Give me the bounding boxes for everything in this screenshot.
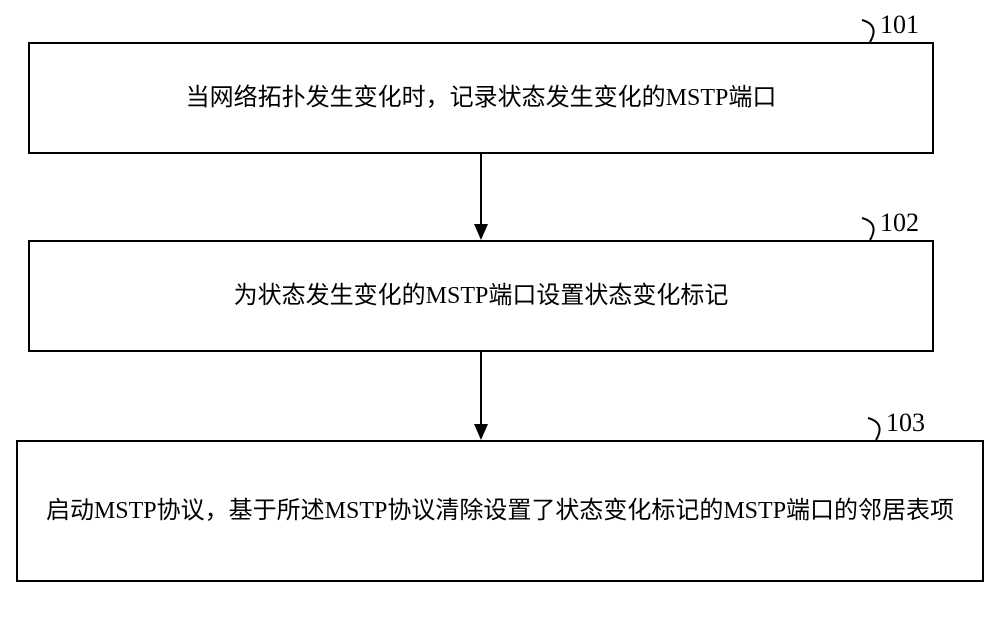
flow-node-3: 启动MSTP协议，基于所述MSTP协议清除设置了状态变化标记的MSTP端口的邻居… xyxy=(16,440,984,582)
step-label-3-text: 103 xyxy=(886,408,925,437)
flow-node-1-text: 当网络拓扑发生变化时，记录状态发生变化的MSTP端口 xyxy=(186,79,777,117)
step-label-2-text: 102 xyxy=(880,208,919,237)
flow-node-2-text: 为状态发生变化的MSTP端口设置状态变化标记 xyxy=(234,277,729,315)
step-label-1-text: 101 xyxy=(880,10,919,39)
step-label-1: 101 xyxy=(880,10,919,40)
flow-node-1: 当网络拓扑发生变化时，记录状态发生变化的MSTP端口 xyxy=(28,42,934,154)
step-label-3: 103 xyxy=(886,408,925,438)
step-label-2: 102 xyxy=(880,208,919,238)
flow-node-2: 为状态发生变化的MSTP端口设置状态变化标记 xyxy=(28,240,934,352)
flow-node-3-text: 启动MSTP协议，基于所述MSTP协议清除设置了状态变化标记的MSTP端口的邻居… xyxy=(46,492,954,530)
flowchart-canvas: 当网络拓扑发生变化时，记录状态发生变化的MSTP端口 101 为状态发生变化的M… xyxy=(0,0,1000,620)
